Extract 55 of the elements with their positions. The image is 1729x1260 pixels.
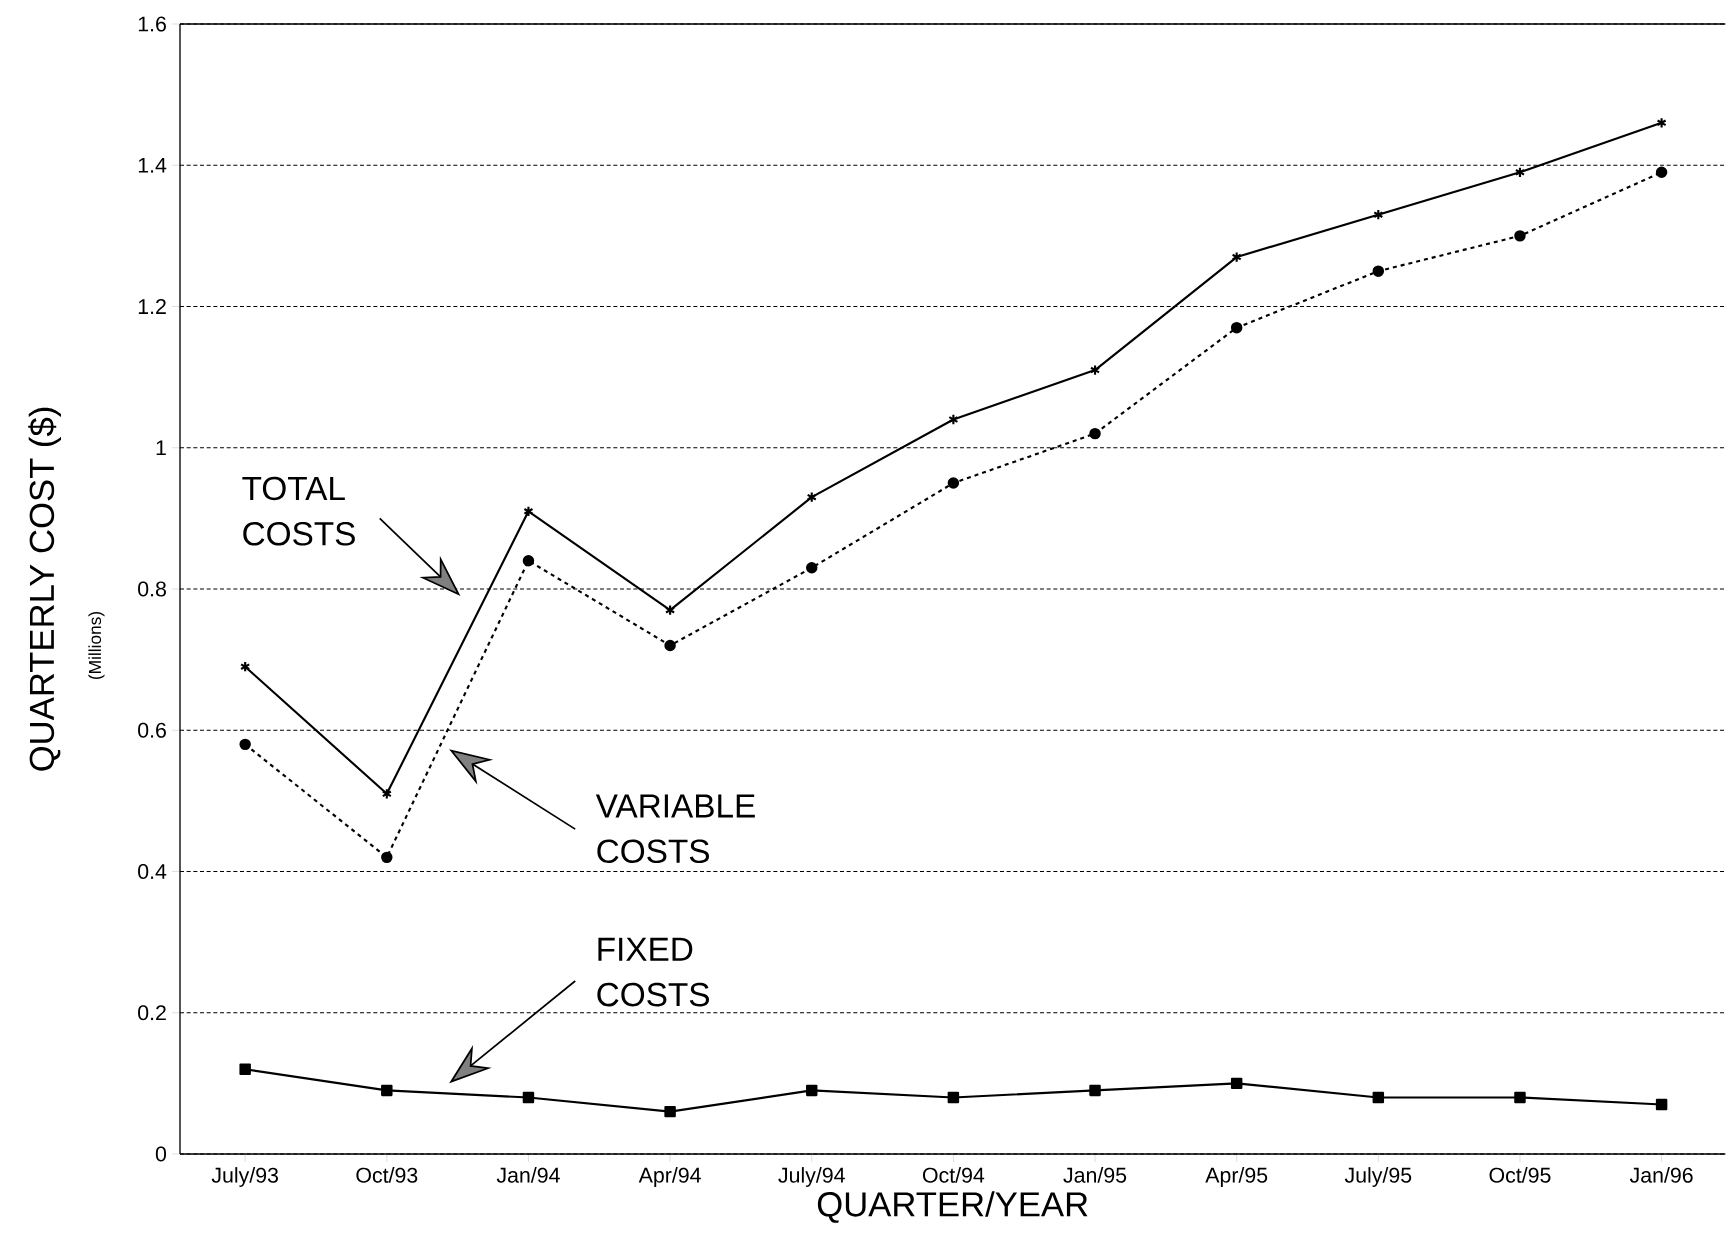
point — [1231, 251, 1242, 263]
x-tick-label: July/94 — [778, 1167, 845, 1187]
y-tick-label: 1.6 — [138, 16, 166, 32]
point — [1089, 1084, 1101, 1097]
point — [806, 1084, 818, 1097]
x-tick-label: Jan/96 — [1629, 1167, 1693, 1183]
point — [664, 604, 676, 616]
y-tick-label: 0.2 — [138, 1005, 166, 1021]
y-tick-label: 1.2 — [138, 299, 166, 314]
point — [239, 738, 251, 751]
y-tick-label: 0 — [155, 1146, 167, 1162]
point — [1655, 166, 1668, 179]
point — [664, 639, 676, 652]
point — [1230, 321, 1243, 334]
point — [1089, 364, 1101, 376]
x-tick-label: Oct/95 — [1489, 1167, 1551, 1183]
y-tick-label: 0.4 — [138, 863, 167, 880]
annotation: TOTAL COSTS — [242, 476, 355, 546]
x-tick-label: Oct/94 — [922, 1167, 985, 1183]
point — [1655, 1098, 1668, 1111]
point — [947, 1091, 960, 1104]
x-axis-title: QUARTER/YEAR — [817, 1191, 1088, 1223]
point — [1514, 230, 1526, 242]
annotation: VARIABLE COSTS — [595, 794, 755, 864]
point — [381, 1084, 393, 1097]
point — [1089, 427, 1101, 440]
point — [664, 1105, 676, 1118]
point — [806, 491, 817, 503]
point — [1230, 1077, 1243, 1090]
point — [1372, 265, 1385, 277]
text: (Millions) — [88, 611, 105, 680]
point — [239, 1063, 251, 1075]
x-tick-label: July/93 — [211, 1167, 278, 1187]
point — [1656, 117, 1667, 129]
point — [381, 851, 393, 864]
x-tick-label: July/95 — [1344, 1167, 1412, 1187]
point — [947, 477, 960, 489]
x-tick-label: Apr/95 — [1205, 1167, 1268, 1187]
y-axis-title: QUARTERLY COST ($) — [28, 407, 62, 771]
point — [948, 413, 959, 426]
y-tick-label: 0.6 — [138, 722, 166, 738]
y-tick-label: 1 — [156, 440, 166, 456]
y-tick-label: 1.4 — [138, 157, 167, 173]
point — [381, 788, 392, 800]
x-tick-label: Oct/93 — [356, 1167, 418, 1183]
x-tick-label: Apr/94 — [638, 1167, 701, 1187]
point — [522, 1091, 535, 1104]
point — [522, 555, 535, 567]
annotation: FIXED COSTS — [597, 937, 709, 1007]
point — [1372, 1091, 1385, 1104]
y-tick-label: 0.8 — [138, 581, 166, 597]
point — [1514, 1091, 1526, 1104]
x-tick-label: Jan/95 — [1063, 1167, 1127, 1183]
x-tick-label: Jan/94 — [496, 1167, 560, 1183]
point — [806, 562, 818, 574]
